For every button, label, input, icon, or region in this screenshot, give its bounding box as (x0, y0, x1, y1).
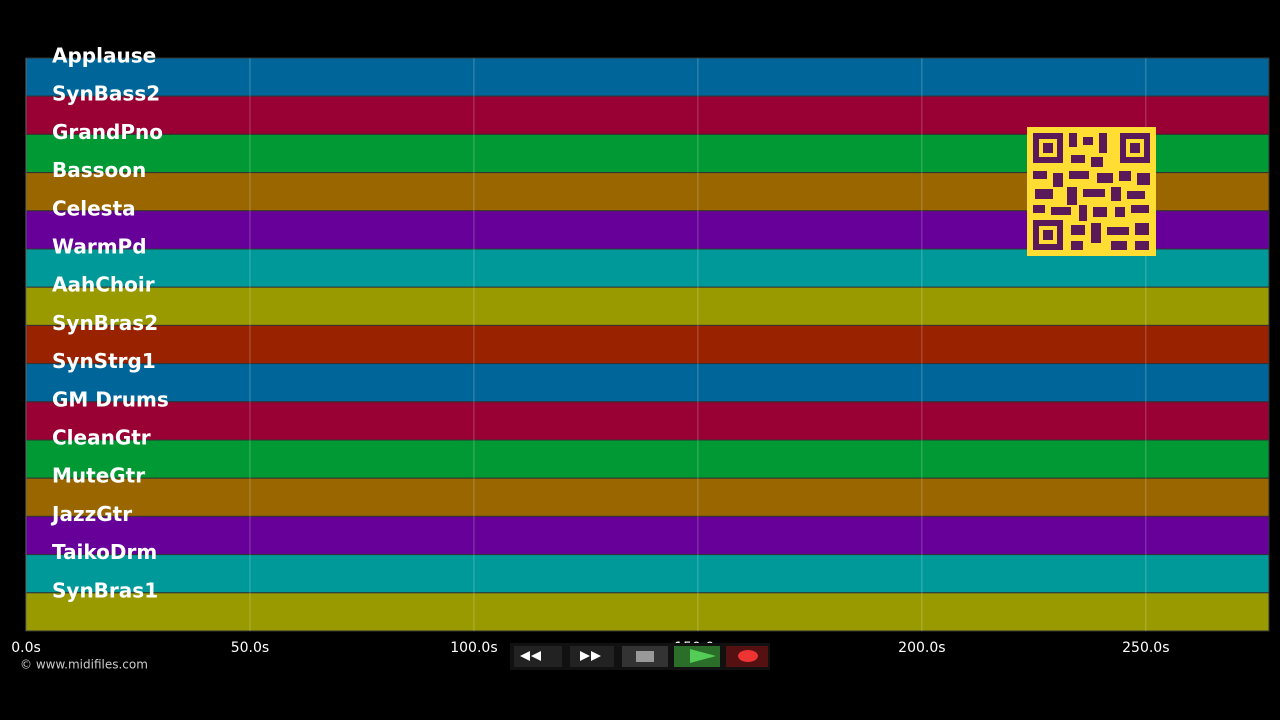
track-band (25, 401, 1270, 441)
track-label: AahChoir (52, 273, 155, 297)
track-label: SynBras2 (52, 311, 158, 335)
track-band (25, 286, 1270, 326)
track-label: Bassoon (52, 158, 146, 182)
track-band (25, 592, 1270, 632)
tick-label: 50.0s (231, 640, 269, 656)
track-label: TaikoDrm (52, 540, 157, 564)
tick-label: 100.0s (450, 640, 497, 656)
tick-label: 250.0s (1122, 640, 1169, 656)
track-label: Celesta (52, 196, 136, 220)
track-label: SynBass2 (52, 82, 160, 106)
copyright: © www.midifiles.com (20, 658, 148, 672)
track-band (25, 324, 1270, 365)
track-band (25, 439, 1270, 479)
track-label: SynStrg1 (52, 349, 156, 373)
track-band (25, 554, 1270, 594)
transport-controls (510, 643, 770, 670)
track-label: GM Drums (52, 387, 169, 411)
track-band (25, 363, 1270, 403)
stop-button[interactable] (622, 646, 668, 667)
track-band (25, 515, 1270, 556)
track-label: SynBras1 (52, 578, 158, 602)
record-button[interactable] (726, 646, 768, 667)
track-label: JazzGtr (50, 502, 132, 526)
track-labels: Applause SynBass2 GrandPno Bassoon Celesta Wa… (50, 44, 169, 603)
track-label: CleanGtr (52, 426, 151, 450)
track-label: WarmPd (52, 235, 147, 259)
forward-button[interactable] (570, 646, 614, 667)
track-label: MuteGtr (52, 464, 145, 488)
track-label: GrandPno (52, 120, 163, 144)
rewind-button[interactable] (514, 646, 562, 667)
track-band (25, 57, 1270, 97)
tick-label: 200.0s (898, 640, 945, 656)
track-label: Applause (52, 44, 156, 68)
tick-label: 0.0s (11, 640, 41, 656)
play-button[interactable] (674, 646, 720, 667)
track-band (25, 477, 1270, 517)
qr-code (1027, 127, 1156, 256)
